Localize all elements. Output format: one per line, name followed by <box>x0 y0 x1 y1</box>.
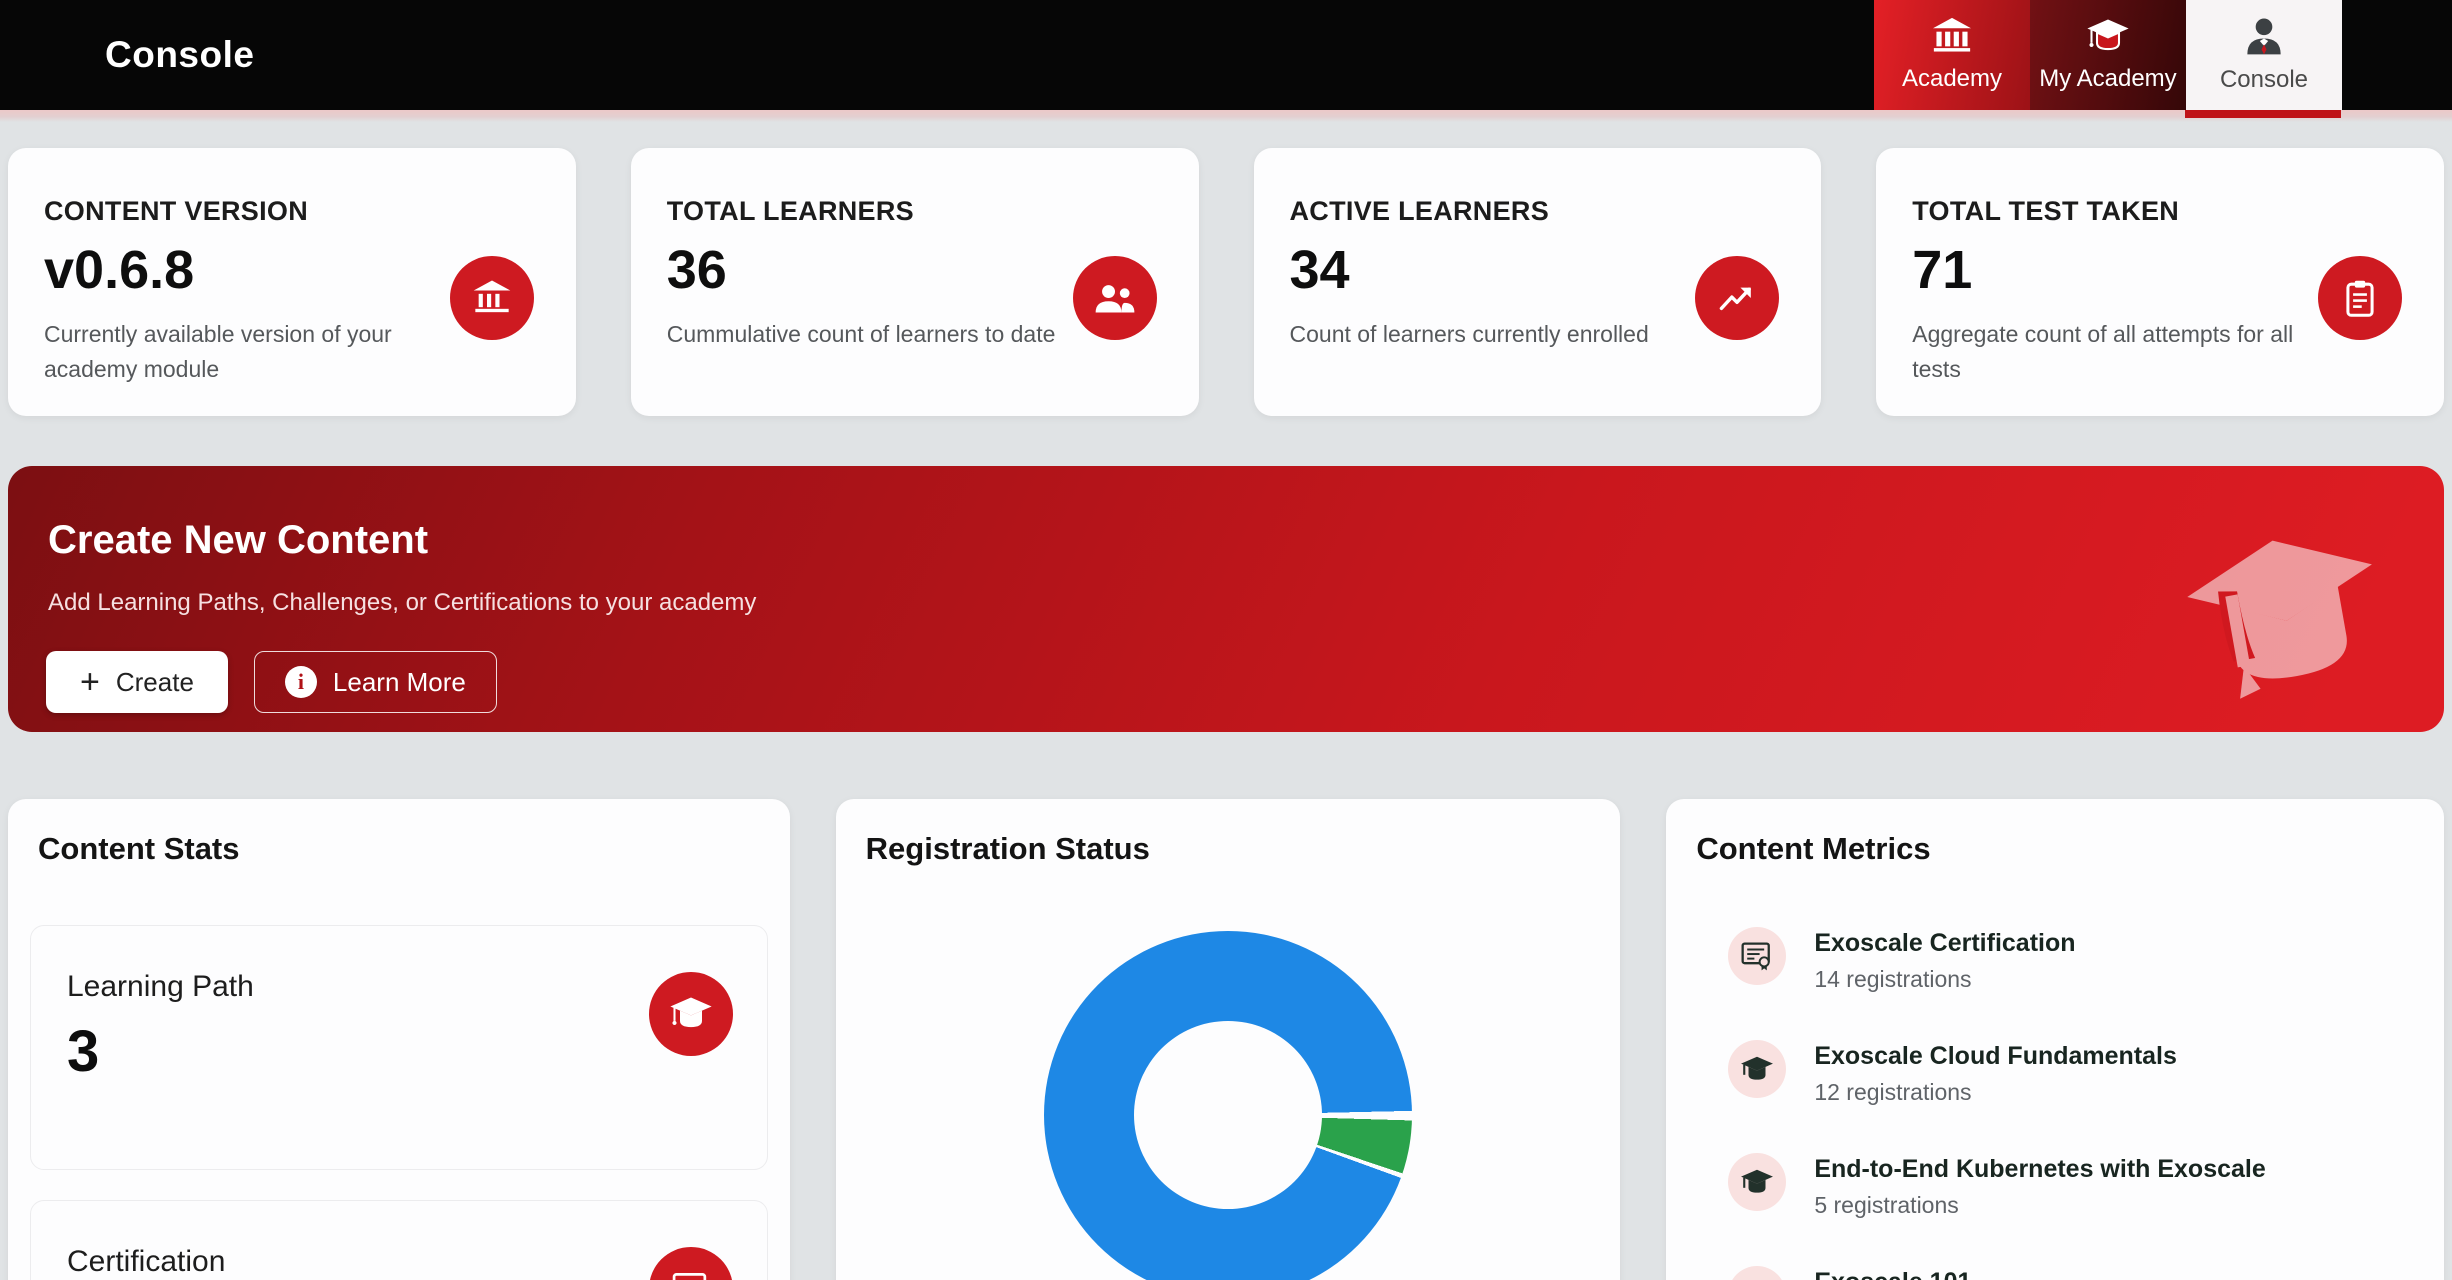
tab-academy[interactable]: Academy <box>1874 0 2030 110</box>
stat-label: ACTIVE LEARNERS <box>1289 196 1550 226</box>
tab-academy-label: Academy <box>1901 65 2003 92</box>
stat-card-total-test-taken: TOTAL TEST TAKEN 71 Aggregate count of a… <box>1876 148 2444 416</box>
stat-card-content-version: CONTENT VERSION v0.6.8 Currently availab… <box>8 148 576 416</box>
list-item: Exoscale Cloud Fundamentals 12 registrat… <box>1728 1040 2422 1105</box>
graduation-cap-icon <box>1728 1153 1787 1211</box>
tab-my-academy[interactable]: My Academy <box>2030 0 2186 110</box>
people-icon <box>1072 256 1157 340</box>
banner-subtitle: Add Learning Paths, Challenges, or Certi… <box>48 589 757 616</box>
content-stats-title: Content Stats <box>38 831 240 866</box>
registration-donut-chart <box>1043 931 1412 1280</box>
bank-icon <box>449 256 534 340</box>
metric-title: Exoscale Certification <box>1814 929 2076 957</box>
graduation-cap-icon <box>648 972 733 1056</box>
tab-console-label: Console <box>2219 66 2309 93</box>
tab-my-academy-label: My Academy <box>2039 65 2177 92</box>
registration-status-title: Registration Status <box>865 831 1150 866</box>
content-metrics-list: Exoscale Certification 14 registrations … <box>1688 927 2422 1280</box>
bottom-panels: Content Stats Learning Path 3 Certificat… <box>8 799 2444 1280</box>
plus-icon: + <box>80 663 100 701</box>
tab-console[interactable]: Console <box>2186 0 2342 110</box>
stat-description: Count of learners currently enrolled <box>1289 321 1649 347</box>
stat-description: Aggregate count of all attempts for all … <box>1912 321 2294 382</box>
metric-subtitle: 12 registrations <box>1814 1079 1972 1105</box>
learning-path-value: 3 <box>67 1019 100 1084</box>
learn-more-label: Learn More <box>332 666 466 697</box>
content-stats-panel: Content Stats Learning Path 3 Certificat… <box>8 799 790 1280</box>
stat-label: TOTAL LEARNERS <box>666 196 914 226</box>
content-metrics-panel: Content Metrics Exosc <box>1666 799 2444 1280</box>
stat-card-row: CONTENT VERSION v0.6.8 Currently availab… <box>8 148 2444 416</box>
clipboard-icon <box>2318 256 2402 340</box>
learning-path-stat: Learning Path 3 <box>30 925 768 1170</box>
graduation-cap-watermark-icon <box>2173 516 2399 718</box>
stat-value: 36 <box>666 240 727 300</box>
metric-title: End-to-End Kubernetes with Exoscale <box>1814 1155 2266 1183</box>
app-header: Console Academy <box>0 0 2452 110</box>
metric-subtitle: 14 registrations <box>1814 966 1972 992</box>
stat-description: Cummulative count of learners to date <box>666 321 1056 347</box>
create-button-label: Create <box>115 666 194 697</box>
registration-status-panel: Registration Status <box>835 799 1621 1280</box>
stat-label: CONTENT VERSION <box>44 196 309 226</box>
stat-value: v0.6.8 <box>44 240 195 300</box>
content-metrics-title: Content Metrics <box>1696 831 1931 866</box>
list-item: End-to-End Kubernetes with Exoscale 5 re… <box>1728 1153 2422 1218</box>
stat-value: 34 <box>1289 240 1350 300</box>
graduation-cap-icon <box>1728 1266 1787 1280</box>
banner-title: Create New Content <box>48 518 429 562</box>
certification-label: Certification <box>67 1245 226 1278</box>
list-item: Exoscale Certification 14 registrations <box>1728 927 2422 992</box>
stat-card-total-learners: TOTAL LEARNERS 36 Cummulative count of l… <box>630 148 1199 416</box>
person-icon <box>2244 16 2284 56</box>
graduation-cap-icon <box>1728 1040 1787 1098</box>
active-tab-underline <box>2185 110 2341 118</box>
certificate-icon <box>1728 927 1787 985</box>
stat-card-active-learners: ACTIVE LEARNERS 34 Count of learners cur… <box>1253 148 1822 416</box>
stat-label: TOTAL TEST TAKEN <box>1912 196 2180 226</box>
graduation-cap-icon <box>2086 17 2130 55</box>
info-icon: i <box>284 666 317 698</box>
learn-more-button[interactable]: i Learn More <box>253 651 497 713</box>
bank-icon <box>1931 17 1973 55</box>
learning-path-label: Learning Path <box>67 970 254 1003</box>
certification-stat: Certification 1 <box>30 1200 768 1280</box>
create-content-banner: Create New Content Add Learning Paths, C… <box>8 466 2444 732</box>
stat-description: Currently available version of your acad… <box>44 321 392 382</box>
metric-title: Exoscale 101 <box>1814 1268 1971 1280</box>
metric-subtitle: 5 registrations <box>1814 1192 1959 1218</box>
trending-up-icon <box>1695 256 1780 340</box>
page-title: Console <box>105 34 255 75</box>
list-item: Exoscale 101 <box>1728 1266 2422 1280</box>
metric-title: Exoscale Cloud Fundamentals <box>1814 1042 2177 1070</box>
header-accent-strip <box>0 110 2452 122</box>
stat-value: 71 <box>1912 240 1973 300</box>
top-navigation: Academy My Academy <box>1874 0 2342 110</box>
create-button[interactable]: + Create <box>46 651 228 713</box>
